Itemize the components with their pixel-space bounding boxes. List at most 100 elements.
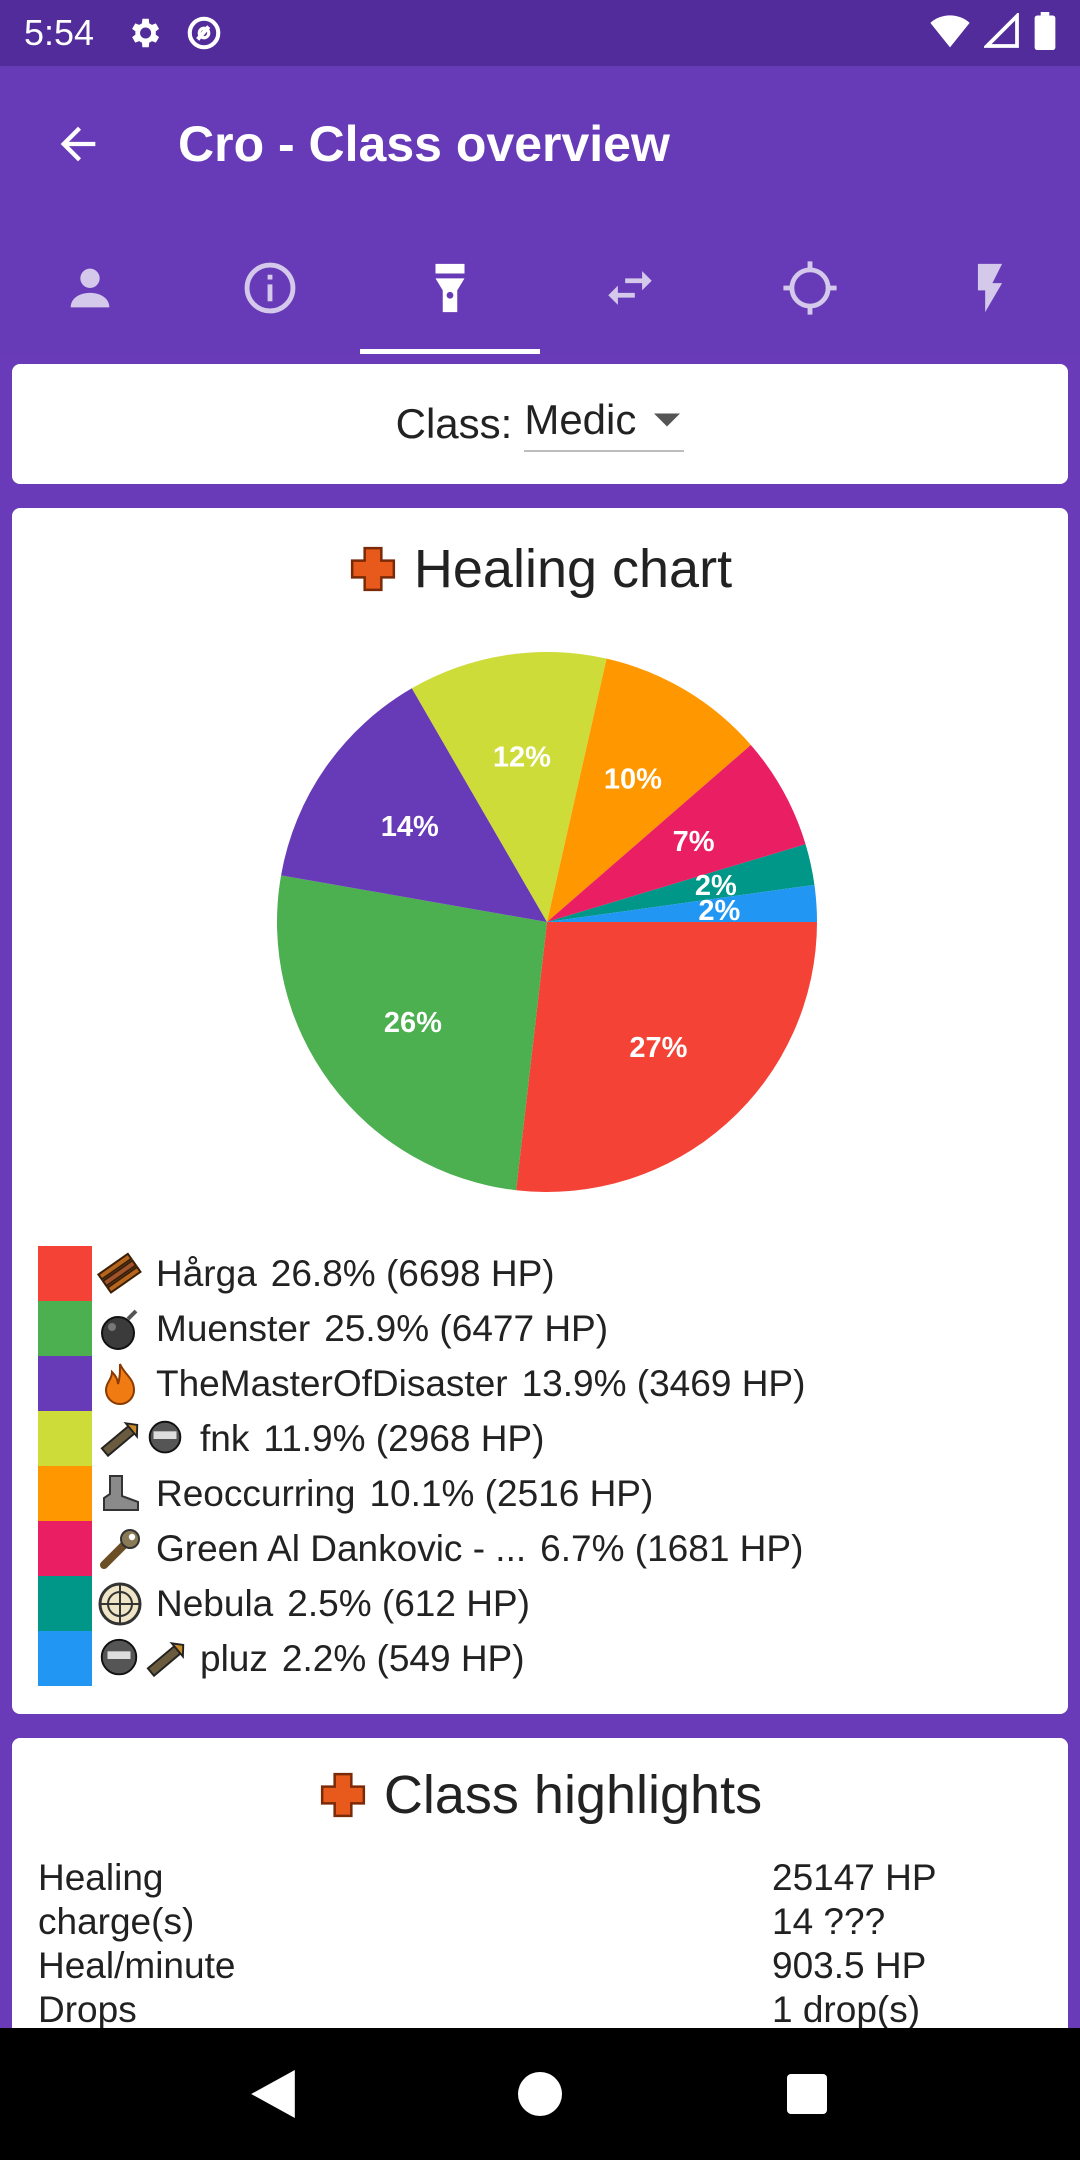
pie-chart: 27% 26% 14% 12% 10% 7% 2%2% [277, 652, 817, 1192]
legend-swatch [38, 1466, 92, 1521]
explosive-icon [94, 1248, 146, 1300]
tab-bar [0, 222, 1080, 354]
legend-player-name: Reoccurring [156, 1472, 356, 1514]
legend-player-name: Muenster [156, 1307, 311, 1349]
legend-value: 13.9% (3469 HP) [521, 1362, 806, 1404]
chart-title-row: Healing chart [12, 538, 1068, 600]
highlight-value: 25147 HP [772, 1857, 937, 1898]
tab-crosshair[interactable] [720, 222, 900, 354]
tab-class-overview[interactable] [360, 222, 540, 354]
legend-item[interactable]: Muenster 25.9% (6477 HP) [38, 1301, 805, 1356]
highlight-row: charge(s) 14 ??? [38, 1900, 1038, 1944]
legend-swatch [38, 1356, 92, 1411]
highlight-label: charge(s) [38, 1901, 195, 1942]
navigation-bar [0, 2028, 1080, 2160]
highlights-list: Healing 25147 HP charge(s) 14 ??? Heal/minut… [38, 1856, 1038, 2032]
medic-cross-icon [350, 546, 395, 592]
legend-player-name: Green Al Dankovic - ... [156, 1527, 527, 1569]
square-recents-icon [786, 2074, 827, 2114]
back-button[interactable] [38, 104, 118, 184]
class-dropdown[interactable]: Medic [524, 396, 685, 452]
class-value: Medic [524, 396, 637, 443]
crosshair-icon [783, 261, 837, 315]
chart-title: Healing chart [413, 539, 733, 599]
pie-slice-5[interactable] [547, 744, 806, 922]
legend-value: 11.9% (2968 HP) [263, 1417, 545, 1459]
app-bar: Cro - Class overview [0, 66, 1080, 222]
chart-legend: Hårga 26.8% (6698 HP) Muenster 25.9% (6477 … [38, 1246, 805, 1686]
legend-player-name: Nebula [156, 1582, 274, 1624]
swap-icon [608, 271, 652, 305]
legend-player-name: pluz [200, 1637, 268, 1679]
legend-item[interactable]: TheMasterOfDisaster 13.9% (3469 HP) [38, 1356, 805, 1411]
pie-label-3: 12% [493, 742, 551, 774]
medic-cross-icon [320, 1772, 365, 1818]
highlight-value: 903.5 HP [772, 1945, 927, 1986]
pie-slice-3[interactable] [411, 652, 607, 922]
class-selector-card: Class: Medic [12, 364, 1068, 484]
legend-swatch [38, 1301, 92, 1356]
chevron-down-icon [654, 413, 681, 427]
flashlight-icon [435, 263, 465, 313]
signal-icon [982, 10, 1020, 54]
pie-label-5: 7% [673, 826, 715, 858]
tab-lightning[interactable] [900, 222, 1080, 354]
nav-recents-button[interactable] [767, 2054, 847, 2134]
highlight-label: Drops [38, 1989, 137, 2030]
pie-slice-1[interactable] [277, 875, 547, 1191]
legend-value: 26.8% (6698 HP) [270, 1252, 555, 1294]
highlight-row: Healing 25147 HP [38, 1856, 1038, 1900]
pie-chart-area: 27% 26% 14% 12% 10% 7% 2% 2% [267, 642, 827, 1202]
legend-item[interactable]: fnk 11.9% (2968 HP) [38, 1411, 805, 1466]
wrench-icon [94, 1523, 146, 1575]
legend-item[interactable]: Nebula 2.5% (612 HP) [38, 1576, 805, 1631]
legend-player-name: Hårga [156, 1252, 257, 1294]
highlight-value: 14 ??? [772, 1901, 886, 1942]
pie-slice-2[interactable] [281, 688, 547, 922]
highlight-value: 1 drop(s) [772, 1989, 921, 2030]
triangle-back-icon [251, 2070, 296, 2118]
legend-swatch [38, 1576, 92, 1631]
tab-info[interactable] [180, 222, 360, 354]
pie-label-1: 26% [384, 1007, 442, 1039]
legend-item[interactable]: Reoccurring 10.1% (2516 HP) [38, 1466, 805, 1521]
rocket-icon [94, 1413, 190, 1465]
arrow-back-icon [60, 126, 96, 162]
legend-player-name: fnk [200, 1417, 250, 1459]
legend-value: 2.5% (612 HP) [287, 1582, 530, 1624]
legend-value: 10.1% (2516 HP) [369, 1472, 654, 1514]
legend-value: 25.9% (6477 HP) [324, 1307, 609, 1349]
bomb-icon [94, 1303, 146, 1355]
nav-home-button[interactable] [500, 2054, 580, 2134]
legend-swatch [38, 1411, 92, 1466]
legend-item[interactable]: Hårga 26.8% (6698 HP) [38, 1246, 805, 1301]
legend-player-name: TheMasterOfDisaster [156, 1362, 508, 1404]
class-label: Class: [395, 400, 513, 447]
status-bar: 5:54 [0, 0, 1080, 66]
legend-swatch [38, 1246, 92, 1301]
person-icon [70, 268, 110, 308]
legend-item[interactable]: pluz 2.2% (549 HP) [38, 1631, 805, 1686]
pie-slice-6[interactable] [547, 844, 815, 922]
pie-label-2: 14% [381, 811, 439, 843]
pie-label-7: 2% [698, 895, 740, 927]
page-title: Cro - Class overview [178, 116, 670, 172]
legend-value: 2.2% (549 HP) [281, 1637, 525, 1679]
pie-slice-7[interactable] [547, 884, 817, 922]
tab-swap[interactable] [540, 222, 720, 354]
legend-item[interactable]: Green Al Dankovic - ... 6.7% (1681 HP) [38, 1521, 805, 1576]
healing-chart-card: Healing chart 27% 26% 14% 12% 10% 7% 2% 2% Hårg… [12, 508, 1068, 1714]
wifi-icon [930, 13, 970, 54]
pie-label-4: 10% [604, 763, 662, 795]
pie-slice-0[interactable] [516, 922, 817, 1192]
highlight-row: Drops 1 drop(s) [38, 1988, 1038, 2032]
pie-label-6: 2% [695, 870, 737, 902]
boot-icon [94, 1468, 146, 1520]
sync-icon [184, 13, 224, 53]
mask-icon [94, 1633, 190, 1685]
tab-players[interactable] [0, 222, 180, 354]
highlights-title-row: Class highlights [12, 1764, 1068, 1826]
nav-back-button[interactable] [233, 2054, 313, 2134]
pie-slice-4[interactable] [547, 658, 751, 922]
fire-icon [94, 1358, 146, 1410]
